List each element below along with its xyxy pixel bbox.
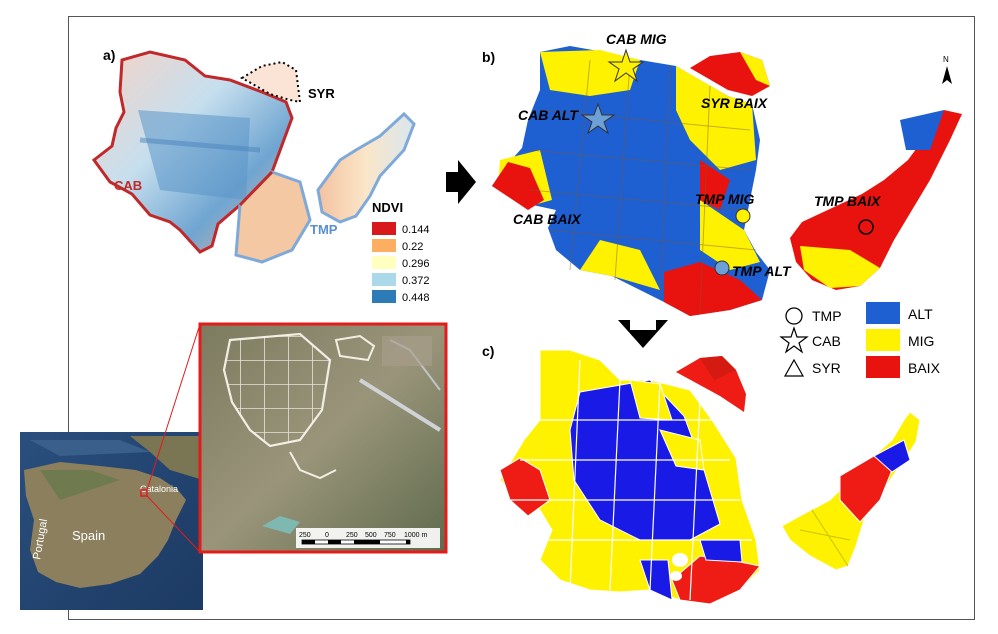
cab-mig-star-icon <box>607 48 645 83</box>
ndvi-value-label: 0.144 <box>402 224 430 236</box>
mig-zone-southeast <box>700 200 760 270</box>
scale-tick-3: 250 <box>346 532 358 539</box>
panel-a-label: a) <box>103 47 115 63</box>
north-arrow-icon: N <box>942 55 952 84</box>
cab-tmp-border <box>238 170 274 207</box>
panel-b-label: b) <box>482 49 495 65</box>
alt-zone-c-east <box>699 539 743 563</box>
triangle-symbol-icon <box>783 358 805 377</box>
scale-bar: 250 0 250 500 750 1000 m <box>299 532 428 545</box>
scale-tick-2: 0 <box>325 532 329 539</box>
syr-label: SYR <box>308 86 335 101</box>
ndvi-value-label: 0.448 <box>402 292 430 304</box>
alt-zone-c-south <box>639 559 673 601</box>
tmp-baix-field-b <box>790 110 962 290</box>
star-symbol-icon <box>779 326 809 354</box>
panel-c-label: c) <box>482 343 494 359</box>
scale-tick-4: 500 <box>365 532 377 539</box>
class-legend: TMP CAB SYR ALT MIG BAIX <box>779 302 941 378</box>
bay-of-biscay <box>30 440 150 456</box>
tmp-baix-mig-patch <box>800 246 880 288</box>
reservoir <box>262 516 300 534</box>
ndvi-value-label: 0.372 <box>402 275 430 287</box>
ndvi-value-label: 0.22 <box>402 241 423 253</box>
tmp-plot-outline <box>289 451 337 480</box>
cab-alt-label: CAB ALT <box>518 107 579 123</box>
panel-c-plot-grid <box>510 359 752 601</box>
ndvi-swatch <box>372 290 396 303</box>
syr-plot-outline <box>334 334 376 362</box>
ndvi-swatch <box>372 256 396 269</box>
highway <box>358 378 442 432</box>
syr-mig-patch <box>740 52 770 86</box>
legend-cab-label: CAB <box>812 333 841 349</box>
legend-baix-swatch <box>866 356 900 378</box>
town-area <box>382 336 432 366</box>
tmp-field-right <box>316 111 416 224</box>
legend-alt-swatch <box>866 302 900 324</box>
tmp-baix-circle-icon <box>858 219 874 235</box>
baix-zone-tmp-south <box>664 262 762 316</box>
tmp-alt-circle-icon <box>714 260 730 276</box>
cab-baix-label: CAB BAIX <box>513 211 582 227</box>
panel-b-classified-map: b) CAB MIG CAB ALT CAB BAIX SYR BAIX TMP… <box>482 31 962 316</box>
panel-a-ndvi-map: a) CAB SYR TMP NDVI 0.1440.220.2960.3720… <box>91 47 430 304</box>
legend-tmp-label: TMP <box>812 308 842 324</box>
tmp-plot-lines <box>799 509 851 567</box>
ndvi-legend-title: NDVI <box>372 200 403 215</box>
vineyard-plots-outline <box>222 332 332 448</box>
tmp-alt-zone-c <box>873 439 911 473</box>
tmp-baix-alt-patch <box>900 110 944 150</box>
mig-zone-east <box>676 66 756 170</box>
baix-zone-tmp-mid <box>700 160 730 210</box>
satellite-inset: 250 0 250 500 750 1000 m <box>198 322 448 554</box>
cab-label: CAB <box>114 178 142 193</box>
cab-alt-star-icon <box>580 102 616 135</box>
catalonia-label: Catalonia <box>140 484 178 494</box>
legend-syr-label: SYR <box>812 360 841 376</box>
cab-mig-label: CAB MIG <box>606 31 667 47</box>
tmp-mig-label: TMP MIG <box>695 191 754 207</box>
legend-alt-label: ALT <box>908 306 933 322</box>
syr-baix-label: SYR BAIX <box>701 95 769 111</box>
legend-mig-swatch <box>866 329 900 351</box>
legend-mig-label: MIG <box>908 333 934 349</box>
pond-1 <box>672 553 688 567</box>
syr-field <box>240 60 302 104</box>
scale-tick-1: 250 <box>299 532 311 539</box>
ndvi-legend: 0.144 0.22 0.296 0.372 0.448 <box>372 222 430 304</box>
scale-tick-5: 750 <box>384 532 396 539</box>
ndvi-swatch <box>372 273 396 286</box>
pond-2 <box>670 571 682 581</box>
france-land <box>130 436 203 480</box>
circle-symbol-icon <box>785 307 803 325</box>
cab-row-band <box>139 137 261 153</box>
ndvi-value-label: 0.296 <box>402 258 430 270</box>
arrow-right-icon <box>446 160 476 204</box>
tmp-baix-label: TMP BAIX <box>814 193 882 209</box>
tmp-mig-circle-icon <box>735 208 751 224</box>
north-label: N <box>943 55 949 64</box>
tmp-field-a <box>234 170 312 264</box>
location-map: Catalonia Spain Portugal <box>20 323 203 610</box>
arrow-down-icon <box>618 320 668 348</box>
zoom-leader-lines <box>146 323 201 553</box>
syr-field-c-part <box>700 356 736 380</box>
spain-label: Spain <box>72 528 105 543</box>
baix-zone-cab <box>492 162 544 210</box>
study-area-marker <box>140 489 148 497</box>
tmp-alt-label: TMP ALT <box>732 263 792 279</box>
panel-b-plot-grid <box>529 59 757 313</box>
legend-baix-label: BAIX <box>908 360 941 376</box>
panel-c-zone-map: c) <box>482 343 921 605</box>
ndvi-swatch <box>372 239 396 252</box>
tmp-label: TMP <box>310 222 338 237</box>
iberia-north-green <box>40 470 120 500</box>
ndvi-swatch <box>372 222 396 235</box>
cab-high-ndvi-zone <box>138 110 250 200</box>
scale-tick-6: 1000 m <box>404 532 428 539</box>
mig-zone-south <box>580 240 660 290</box>
